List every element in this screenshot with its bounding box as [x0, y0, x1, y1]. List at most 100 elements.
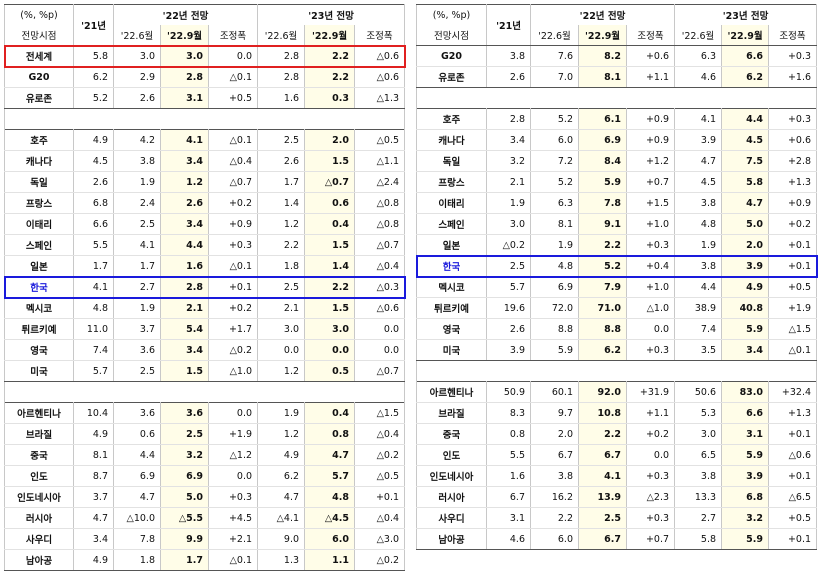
country-name: 남아공: [416, 528, 487, 550]
value-cell: +0.9: [768, 192, 818, 214]
country-name: 중국: [416, 423, 487, 445]
value-cell: 3.0: [160, 45, 209, 67]
value-cell: △0.8: [354, 213, 406, 235]
value-cell: 2.5: [257, 129, 306, 151]
value-cell: 2.5: [486, 255, 531, 277]
value-cell: 3.2: [721, 507, 770, 529]
country-name: 멕시코: [416, 276, 487, 298]
table-row: 호주 4.9 4.2 4.1 △0.1 2.5 2.0 △0.5: [4, 129, 406, 151]
value-cell: 3.5: [674, 339, 723, 361]
value-cell: 4.9: [73, 549, 114, 571]
table-row: 중국 0.8 2.0 2.2 +0.2 3.0 3.1 +0.1: [416, 423, 818, 445]
value-cell: 0.0: [207, 45, 259, 67]
value-cell: △0.4: [354, 423, 406, 445]
value-cell: 8.1: [578, 66, 627, 88]
country-name: G20: [416, 45, 487, 67]
value-cell: △0.3: [354, 276, 406, 298]
value-cell: △0.7: [354, 234, 406, 256]
table-row: 한국 2.5 4.8 5.2 +0.4 3.8 3.9 +0.1: [416, 255, 818, 277]
value-cell: 4.5: [674, 171, 723, 193]
value-cell: △0.4: [207, 150, 259, 172]
value-cell: +0.2: [207, 192, 259, 214]
value-cell: △0.7: [354, 360, 406, 382]
value-cell: 5.0: [721, 213, 770, 235]
value-cell: 6.6: [73, 213, 114, 235]
value-cell: 2.6: [257, 150, 306, 172]
value-cell: 3.9: [721, 465, 770, 487]
country-name: G20: [4, 66, 74, 88]
value-cell: △4.5: [304, 507, 356, 529]
table-row: 프랑스 2.1 5.2 5.9 +0.7 4.5 5.8 +1.3: [416, 171, 818, 193]
value-cell: 10.4: [73, 402, 114, 424]
value-cell: +1.2: [625, 150, 676, 172]
value-cell: +0.3: [768, 108, 818, 130]
value-cell: +0.4: [625, 255, 676, 277]
col-sep-2023: '22.9월: [721, 25, 770, 46]
value-cell: 5.2: [530, 171, 579, 193]
value-cell: 9.7: [530, 402, 579, 424]
value-cell: 19.6: [486, 297, 531, 319]
value-cell: 38.9: [674, 297, 723, 319]
country-name: 일본: [416, 234, 487, 256]
group-spacer: [415, 87, 818, 109]
country-name: 멕시코: [4, 297, 74, 319]
value-cell: 11.0: [73, 318, 114, 340]
value-cell: 0.4: [304, 402, 356, 424]
table-row: 사우디 3.4 7.8 9.9 +2.1 9.0 6.0 △3.0: [4, 528, 406, 550]
country-name: 남아공: [4, 549, 74, 571]
value-cell: 0.8: [486, 423, 531, 445]
value-cell: 5.9: [578, 171, 627, 193]
value-cell: △0.6: [354, 297, 406, 319]
value-cell: 3.4: [486, 129, 531, 151]
table-row: 일본 1.7 1.7 1.6 △0.1 1.8 1.4 △0.4: [4, 255, 406, 277]
value-cell: △0.1: [207, 66, 259, 88]
value-cell: 4.4: [674, 276, 723, 298]
value-cell: 5.0: [160, 486, 209, 508]
header-row-sub: 전망시점 '22.6월 '22.9월 조정폭 '22.6월 '22.9월 조정폭: [4, 25, 406, 46]
value-cell: +1.5: [625, 192, 676, 214]
country-name: 호주: [416, 108, 487, 130]
value-cell: 0.0: [625, 444, 676, 466]
value-cell: △0.2: [354, 549, 406, 571]
value-cell: 4.1: [578, 465, 627, 487]
value-cell: △5.5: [160, 507, 209, 529]
col-adjust-2022: 조정폭: [207, 25, 259, 46]
value-cell: 0.6: [113, 423, 161, 445]
value-cell: 3.4: [160, 150, 209, 172]
country-name: 스페인: [4, 234, 74, 256]
value-cell: △0.7: [304, 171, 356, 193]
value-cell: 71.0: [578, 297, 627, 319]
value-cell: 4.7: [257, 486, 306, 508]
value-cell: △1.0: [207, 360, 259, 382]
col-adjust-2023: 조정폭: [354, 25, 406, 46]
value-cell: +0.1: [768, 465, 818, 487]
value-cell: △0.6: [354, 45, 406, 67]
value-cell: 7.6: [530, 45, 579, 67]
value-cell: 2.9: [113, 66, 161, 88]
value-cell: 7.4: [674, 318, 723, 340]
country-name: 독일: [4, 171, 74, 193]
value-cell: △0.5: [354, 129, 406, 151]
value-cell: 7.0: [530, 66, 579, 88]
value-cell: 1.9: [113, 171, 161, 193]
table-row: 남아공 4.9 1.8 1.7 △0.1 1.3 1.1 △0.2: [4, 549, 406, 571]
value-cell: 3.8: [674, 465, 723, 487]
value-cell: 3.1: [160, 87, 209, 109]
value-cell: 2.2: [304, 66, 356, 88]
country-name: 미국: [4, 360, 74, 382]
value-cell: 4.8: [530, 255, 579, 277]
value-cell: 6.3: [674, 45, 723, 67]
value-cell: 3.9: [486, 339, 531, 361]
value-cell: △0.1: [768, 339, 818, 361]
country-name: 독일: [416, 150, 487, 172]
group-spacer-cell: [415, 87, 818, 109]
value-cell: 0.8: [304, 423, 356, 445]
value-cell: 1.5: [304, 150, 356, 172]
value-cell: 6.2: [73, 66, 114, 88]
value-cell: 2.7: [113, 276, 161, 298]
value-cell: 2.2: [530, 507, 579, 529]
table-row: 아르헨티나 50.9 60.1 92.0 +31.9 50.6 83.0 +32.4: [416, 381, 818, 403]
table-row: 인도 5.5 6.7 6.7 0.0 6.5 5.9 △0.6: [416, 444, 818, 466]
value-cell: 72.0: [530, 297, 579, 319]
value-cell: +1.0: [625, 213, 676, 235]
